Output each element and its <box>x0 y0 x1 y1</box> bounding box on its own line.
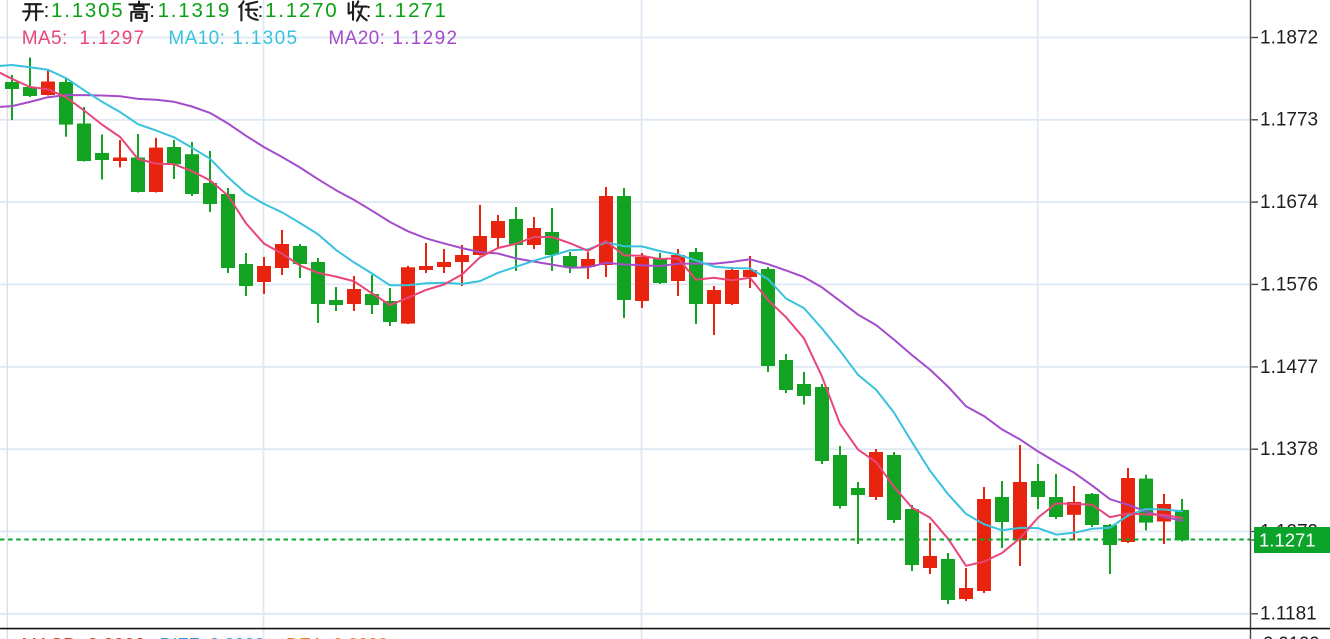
svg-text:0.0100: 0.0100 <box>1263 633 1320 639</box>
svg-text:1.1872: 1.1872 <box>1260 27 1318 48</box>
svg-text:1.1576: 1.1576 <box>1260 274 1318 295</box>
svg-text:1.1271: 1.1271 <box>1259 530 1316 551</box>
svg-text:1.1181: 1.1181 <box>1260 604 1317 625</box>
svg-text:1.1674: 1.1674 <box>1260 192 1319 213</box>
svg-text:1.1773: 1.1773 <box>1260 110 1318 131</box>
svg-text:DEA: 0.0002: DEA: 0.0002 <box>286 635 388 639</box>
svg-text:1.1378: 1.1378 <box>1260 439 1318 460</box>
svg-text:1.1477: 1.1477 <box>1260 357 1318 378</box>
svg-text:MACD: 0.0000: MACD: 0.0000 <box>22 634 146 639</box>
svg-text:DIFF: 0.0003: DIFF: 0.0003 <box>160 635 265 639</box>
